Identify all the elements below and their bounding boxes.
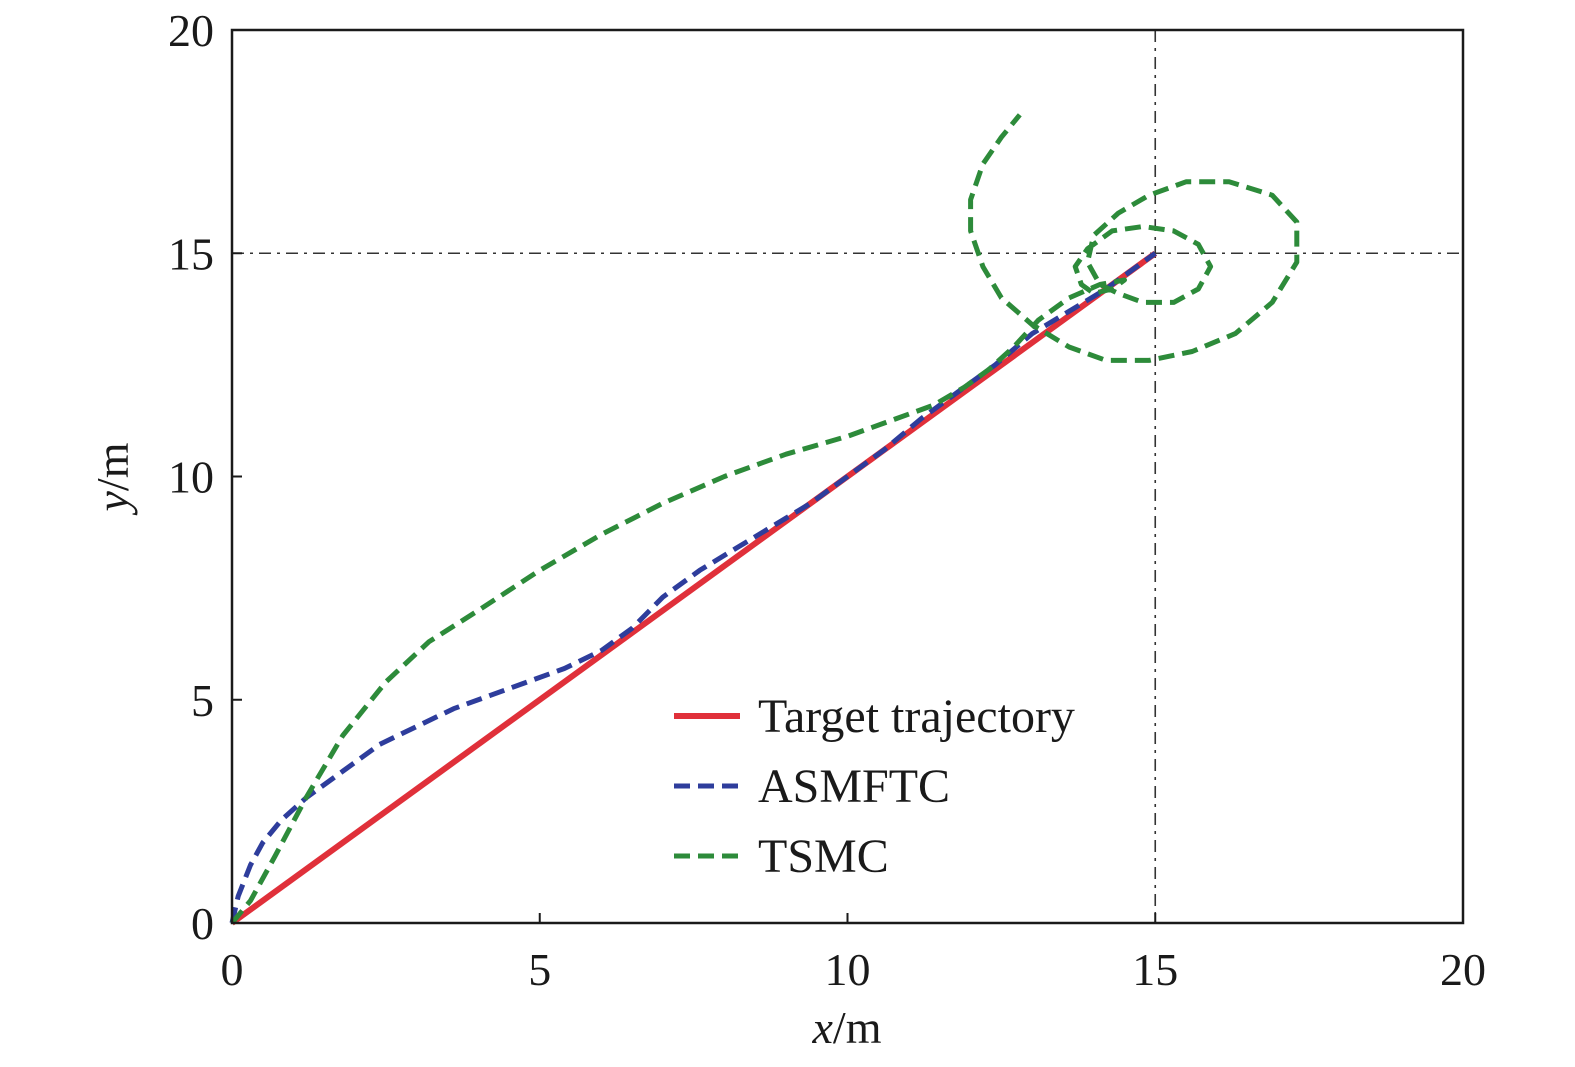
y-tick-label: 0 (191, 898, 214, 949)
series-layer (229, 113, 1300, 926)
legend-label-asmftc: ASMFTC (758, 760, 950, 813)
series-line-target-trajectory (230, 250, 1158, 926)
y-tick-label: 20 (168, 5, 214, 56)
x-tick-label: 10 (825, 944, 871, 995)
legend-label-tsmc: TSMC (758, 830, 889, 883)
y-axis-var: y (87, 490, 138, 515)
x-tick-label: 15 (1132, 944, 1178, 995)
y-axis-label: y/m (87, 442, 138, 515)
x-tick-label: 5 (528, 944, 551, 995)
y-tick-label: 15 (168, 228, 214, 279)
y-tick-label: 10 (168, 452, 214, 503)
x-tick-label: 0 (221, 944, 244, 995)
x-axis-var: x (812, 1002, 834, 1053)
x-axis-label: x/m (812, 1002, 882, 1053)
y-tick-label: 5 (191, 675, 214, 726)
legend-label-target-trajectory: Target trajectory (758, 690, 1075, 743)
y-axis-unit: /m (87, 442, 138, 491)
x-tick-label: 20 (1440, 944, 1486, 995)
series-line-tsmc (230, 113, 1300, 925)
x-axis-unit: /m (833, 1002, 882, 1053)
series-line-asmftc (229, 251, 1157, 924)
axis-ticks: 0 5 10 15 20 0 5 10 15 20 (168, 5, 1486, 995)
legend: Target trajectory ASMFTC TSMC (674, 690, 1075, 883)
